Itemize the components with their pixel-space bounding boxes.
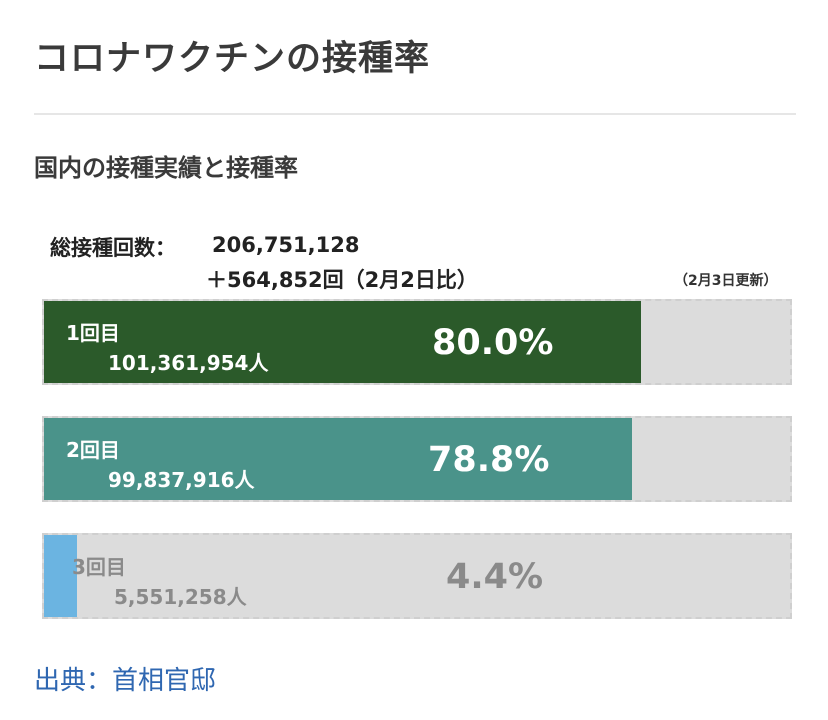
section-title: 国内の接種実績と接種率: [34, 154, 298, 182]
update-note: （2月3日更新）: [674, 273, 778, 289]
dose1-bar-fill: [44, 301, 641, 383]
dose1-rate: 80.0%: [432, 323, 554, 363]
dose3-bar-fill: [44, 535, 77, 617]
source-link[interactable]: 出典：首相官邸: [34, 666, 217, 696]
dose2-bar-fill: [44, 418, 632, 500]
dose3-count: 5,551,258人: [114, 585, 247, 609]
dose2-label: 2回目: [66, 438, 120, 462]
title-divider: [34, 113, 796, 115]
dose2-rate: 78.8%: [428, 440, 550, 480]
dose1-label: 1回目: [66, 321, 120, 345]
dose3-bar-track: 3回目 5,551,258人 4.4%: [42, 533, 792, 619]
total-doses-value: 206,751,128: [212, 233, 360, 257]
dose1-count: 101,361,954人: [108, 351, 269, 375]
dose2-count: 99,837,916人: [108, 468, 255, 492]
total-doses-label: 総接種回数：: [50, 236, 176, 260]
page-title: コロナワクチンの接種率: [34, 39, 431, 79]
dose3-label: 3回目: [72, 555, 126, 579]
dose2-bar-track: 2回目 99,837,916人 78.8%: [42, 416, 792, 502]
dose3-rate: 4.4%: [446, 557, 544, 597]
dose1-bar-track: 1回目 101,361,954人 80.0%: [42, 299, 792, 385]
total-doses-diff: ＋564,852回（2月2日比）: [206, 268, 478, 292]
